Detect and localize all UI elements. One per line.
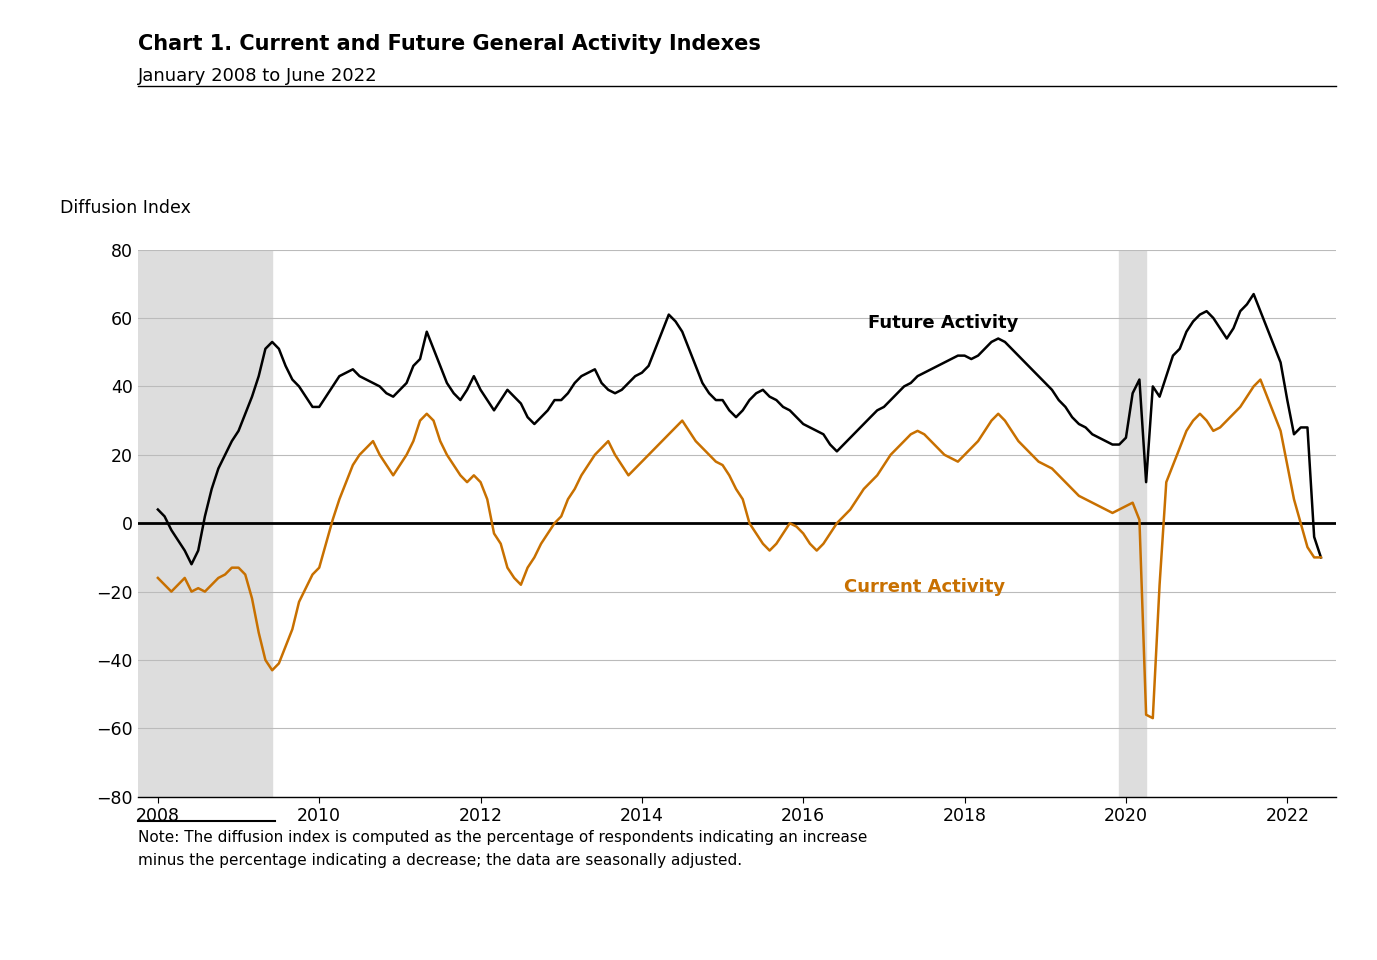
Text: January 2008 to June 2022: January 2008 to June 2022 — [138, 67, 377, 85]
Text: Chart 1. Current and Future General Activity Indexes: Chart 1. Current and Future General Acti… — [138, 34, 760, 54]
Text: Note: The diffusion index is computed as the percentage of respondents indicatin: Note: The diffusion index is computed as… — [138, 830, 868, 868]
Text: Future Activity: Future Activity — [868, 314, 1018, 332]
Bar — [138, 250, 273, 797]
Text: Diffusion Index: Diffusion Index — [59, 199, 190, 217]
Text: Current Activity: Current Activity — [844, 578, 1005, 596]
Bar — [1120, 250, 1146, 797]
